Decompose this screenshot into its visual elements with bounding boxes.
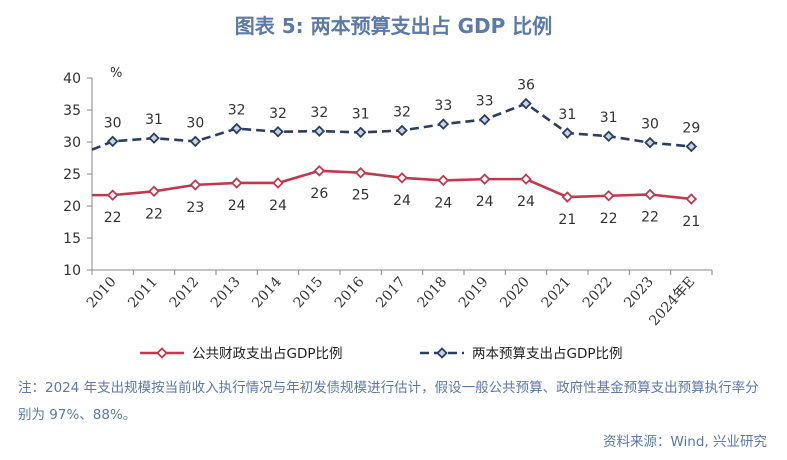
data-point-marker [354, 126, 367, 139]
data-point-marker [602, 130, 615, 143]
data-point-marker [437, 118, 450, 130]
data-point-marker [644, 188, 656, 201]
data-label: 22 [145, 206, 163, 222]
data-point-marker [478, 113, 491, 126]
data-label: 24 [476, 194, 494, 210]
chart-note: 注：2024 年支出规模按当前收入执行情况与年初发债规模进行估计，假设一般公共预… [18, 380, 759, 423]
data-label: 26 [310, 186, 328, 202]
data-point-marker [520, 97, 532, 110]
data-label: 29 [682, 120, 700, 136]
chart-title: 图表 5: 两本预算支出占 GDP 比例 [234, 14, 553, 38]
legend-label: 公共财政支出占GDP比例 [192, 346, 343, 362]
x-tick-label: 2012 [167, 274, 203, 311]
data-label: 24 [434, 195, 452, 211]
data-point-marker [561, 127, 574, 139]
data-point-marker [313, 125, 326, 137]
y-tick-label: 30 [63, 135, 81, 151]
data-point-marker [106, 135, 119, 148]
data-point-marker [520, 173, 532, 185]
data-label: 22 [600, 211, 618, 227]
data-point-marker [561, 191, 574, 203]
data-point-marker [272, 125, 284, 138]
data-label: 32 [228, 103, 246, 119]
data-label: 30 [104, 115, 122, 131]
data-point-marker [148, 132, 160, 144]
data-point-marker [106, 189, 119, 201]
series-line-2 [91, 102, 692, 151]
x-tick-label: 2010 [84, 274, 120, 311]
data-label: 24 [228, 198, 246, 214]
data-label: 24 [269, 198, 287, 214]
data-label: 21 [558, 212, 576, 228]
x-tick-label: 2022 [580, 274, 616, 311]
data-point-marker [396, 124, 408, 137]
data-label: 36 [517, 78, 535, 94]
y-tick-label: 15 [63, 231, 81, 247]
data-point-marker [437, 174, 450, 187]
x-tick-label: 2018 [415, 274, 451, 311]
y-tick-label: 35 [63, 103, 81, 119]
data-point-marker [313, 165, 326, 177]
data-label: 30 [641, 117, 659, 133]
y-tick-label: 25 [63, 167, 81, 183]
data-label: 30 [186, 115, 204, 131]
data-point-marker [602, 189, 615, 202]
data-label: 31 [145, 112, 163, 128]
data-label: 25 [352, 188, 370, 204]
data-label: 31 [352, 106, 370, 122]
legend-label: 两本预算支出占GDP比例 [472, 346, 623, 362]
data-label: 31 [558, 107, 576, 123]
data-point-marker [644, 136, 656, 149]
data-label: 24 [393, 193, 411, 209]
x-tick-label: 2021 [539, 274, 575, 311]
series-line-1 [92, 169, 692, 201]
x-tick-label: 2015 [291, 274, 327, 311]
data-point-marker [230, 177, 243, 189]
x-tick-label: 2013 [208, 274, 244, 311]
data-point-marker [354, 166, 367, 179]
legend-marker [156, 347, 168, 359]
data-label: 31 [600, 110, 618, 126]
data-label: 32 [310, 105, 328, 121]
data-point-marker [189, 135, 202, 148]
data-label: 23 [186, 200, 204, 216]
x-tick-label: 2020 [497, 274, 533, 311]
data-point-marker [396, 172, 408, 184]
y-tick-label: 10 [63, 263, 81, 279]
data-label: 24 [517, 194, 535, 210]
x-tick-label: 2019 [456, 274, 492, 311]
chart-source: 资料来源：Wind, 兴业研究 [602, 434, 767, 450]
data-label: 32 [269, 106, 287, 122]
x-tick-label: 2016 [332, 274, 368, 311]
x-tick-label: 2017 [373, 274, 409, 311]
y-tick-label: 20 [63, 199, 81, 215]
legend-marker [436, 347, 448, 359]
data-label: 22 [641, 209, 659, 225]
data-label: 22 [104, 210, 122, 226]
data-point-marker [189, 179, 202, 191]
y-tick-label: 40 [63, 71, 81, 87]
data-label: 21 [682, 214, 700, 230]
data-point-marker [478, 173, 491, 185]
data-label: 33 [476, 94, 494, 110]
data-point-marker [685, 140, 698, 153]
data-point-marker [148, 185, 160, 198]
x-tick-label: 2014 [249, 274, 285, 311]
data-point-marker [685, 193, 698, 205]
data-label: 33 [434, 98, 452, 114]
data-label: 32 [393, 104, 411, 120]
x-tick-label: 2023 [621, 274, 657, 311]
data-point-marker [272, 177, 284, 189]
data-point-marker [230, 122, 243, 135]
x-tick-label: 2011 [125, 274, 161, 311]
y-axis-unit-label: % [110, 66, 122, 81]
